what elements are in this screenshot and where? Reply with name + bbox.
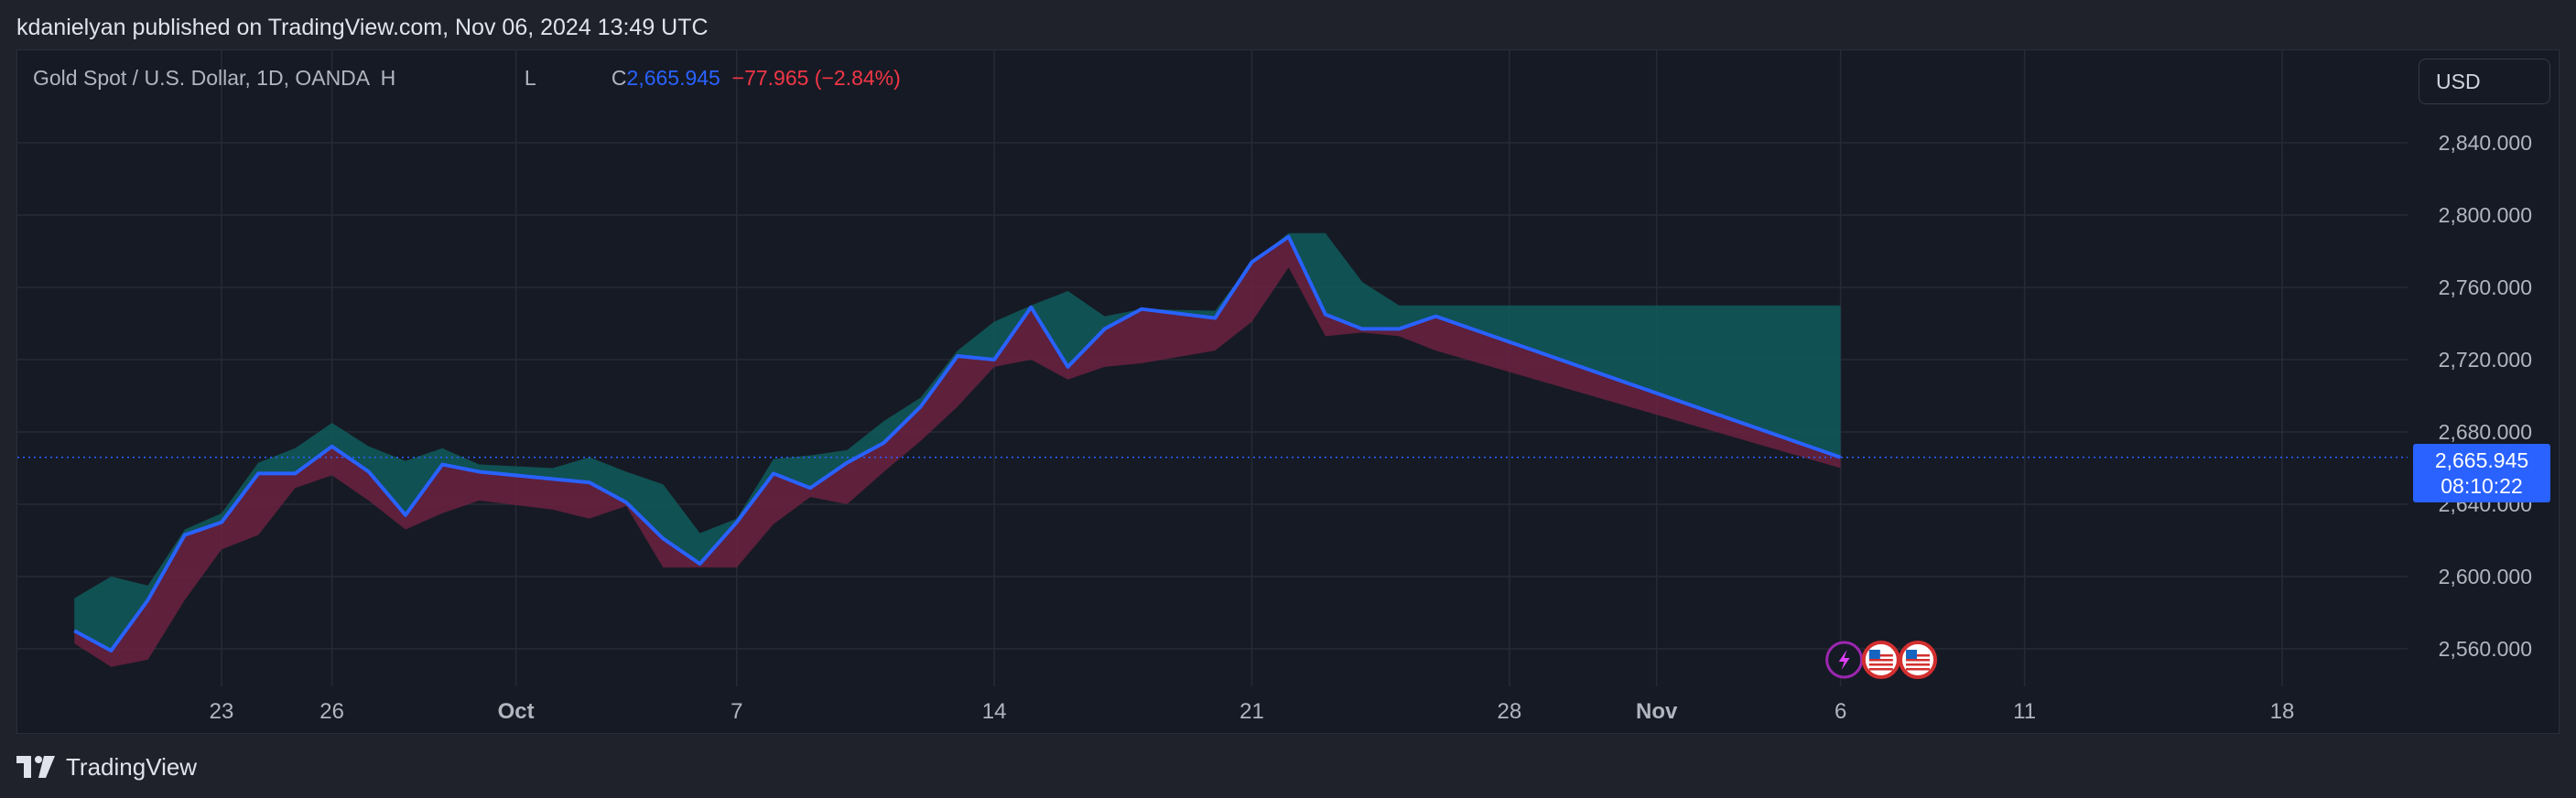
change-value: −77.965 (−2.84%) bbox=[731, 66, 901, 90]
y-axis-tick-label: 2,760.000 bbox=[2439, 275, 2532, 299]
flag-stripe bbox=[1868, 663, 1893, 666]
flag-canton bbox=[1868, 650, 1880, 659]
currency-button[interactable]: USD bbox=[2419, 59, 2550, 104]
header-bar: kdanielyan published on TradingView.com,… bbox=[0, 0, 2576, 49]
chart-panel[interactable] bbox=[16, 49, 2560, 734]
symbol-name: Gold Spot / U.S. Dollar, 1D, OANDA bbox=[33, 66, 369, 90]
lightning-bolt-glyph bbox=[1838, 650, 1850, 670]
price-tag-countdown: 08:10:22 bbox=[2441, 474, 2523, 498]
upper-range-area bbox=[74, 232, 1841, 651]
close-price-line[interactable] bbox=[73, 234, 1842, 652]
price-tag-value: 2,665.945 bbox=[2434, 448, 2529, 472]
flag-stripe bbox=[1906, 654, 1931, 657]
flag-stripe bbox=[1906, 659, 1931, 662]
x-axis-tick-label: 21 bbox=[1239, 699, 1264, 724]
flag-stripe bbox=[1868, 659, 1893, 662]
low-label: L bbox=[524, 66, 536, 90]
tradingview-logo-icon bbox=[16, 756, 55, 778]
y-axis-tick-label: 2,840.000 bbox=[2439, 131, 2532, 155]
close-value: 2,665.945 bbox=[626, 66, 720, 90]
y-axis-tick-label: 2,600.000 bbox=[2439, 565, 2532, 588]
x-axis-tick-label: 23 bbox=[210, 699, 234, 724]
x-axis-tick-label: Oct bbox=[498, 699, 535, 724]
flag-stripe bbox=[1868, 654, 1893, 657]
y-axis-tick-label: 2,560.000 bbox=[2439, 637, 2532, 661]
flag-stripe bbox=[1906, 663, 1931, 666]
footer-brand[interactable]: TradingView bbox=[16, 750, 197, 783]
y-axis-tick-label: 2,800.000 bbox=[2439, 203, 2532, 227]
flag-stripe bbox=[1868, 668, 1893, 671]
high-label: H bbox=[380, 66, 396, 90]
close-label: C bbox=[611, 66, 627, 90]
x-axis-tick-label: 28 bbox=[1498, 699, 1522, 724]
flag-canton bbox=[1906, 650, 1918, 659]
x-axis-tick-label: 11 bbox=[2013, 699, 2036, 724]
x-axis-tick-label: Nov bbox=[1636, 699, 1678, 724]
current-price-tag: 2,665.945 08:10:22 bbox=[2413, 444, 2550, 502]
y-axis-tick-label: 2,720.000 bbox=[2439, 348, 2532, 372]
x-axis-tick-label: 7 bbox=[731, 699, 742, 724]
x-axis-tick-label: 6 bbox=[1835, 699, 1846, 724]
symbol-legend: Gold Spot / U.S. Dollar, 1D, OANDA H L C… bbox=[33, 66, 901, 91]
y-axis-tick-label: 2,680.000 bbox=[2439, 420, 2532, 444]
x-axis-tick-label: 14 bbox=[982, 699, 1007, 724]
x-axis-tick-label: 18 bbox=[2270, 699, 2295, 724]
x-axis-tick-label: 26 bbox=[319, 699, 344, 724]
publisher-text: kdanielyan published on TradingView.com,… bbox=[16, 15, 709, 40]
flag-stripe bbox=[1906, 668, 1931, 671]
brand-name: TradingView bbox=[66, 752, 198, 781]
